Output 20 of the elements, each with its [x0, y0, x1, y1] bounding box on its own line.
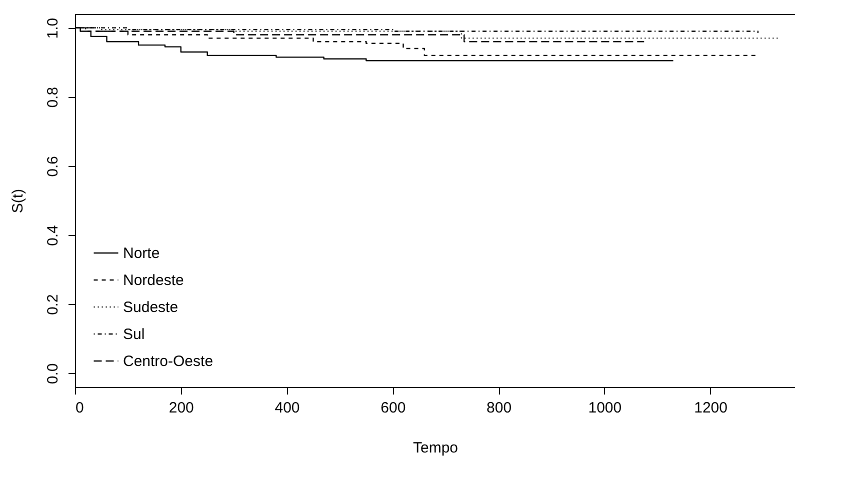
x-axis-title: Tempo — [412, 440, 458, 456]
y-tick-label: 0.2 — [44, 294, 62, 316]
y-tick-label: 0.8 — [44, 86, 62, 108]
x-tick-label: 400 — [274, 400, 300, 416]
x-tick-label: 600 — [380, 400, 406, 416]
legend-label: Nordeste — [123, 272, 184, 289]
x-tick-label: 800 — [486, 400, 512, 416]
y-tick-label: 0.4 — [44, 225, 62, 246]
legend-label: Sul — [123, 326, 145, 343]
y-tick-label: 1.0 — [44, 18, 62, 39]
y-tick-label: 0.6 — [44, 156, 62, 177]
legend-label: Sudeste — [123, 299, 178, 316]
legend-label: Norte — [123, 245, 160, 262]
y-tick-label: 0.0 — [44, 363, 62, 384]
x-tick-label: 1200 — [694, 400, 728, 416]
y-axis-title: S(t) — [10, 188, 26, 214]
x-tick-label: 0 — [76, 400, 84, 416]
x-tick-label: 200 — [168, 400, 194, 416]
legend-label: Centro-Oeste — [123, 353, 214, 370]
x-tick-label: 1000 — [588, 400, 622, 416]
